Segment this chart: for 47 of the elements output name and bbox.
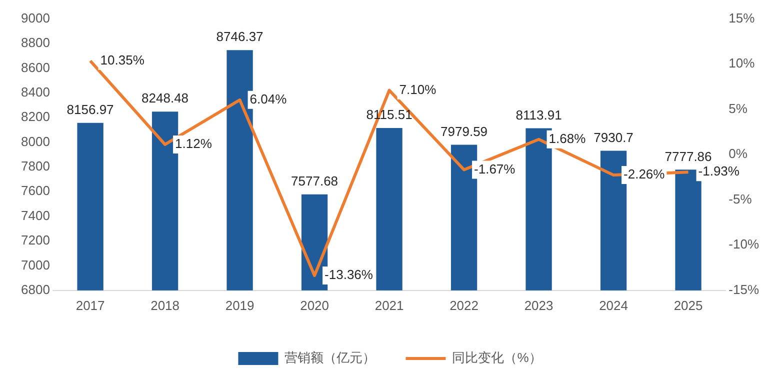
y-tick-label: 6800 <box>21 282 50 297</box>
data-label: 7979.59 <box>440 124 488 139</box>
data-label: 10.35% <box>100 52 145 68</box>
data-label: 8113.91 <box>516 107 562 122</box>
y-tick-label: 7400 <box>21 208 50 223</box>
x-tick-label: 2022 <box>450 298 478 313</box>
y-tick-label: 8800 <box>21 35 50 50</box>
y-tick-label: 7600 <box>21 183 50 198</box>
x-tick-label: 2025 <box>674 298 703 313</box>
data-label: -2.26% <box>624 166 666 182</box>
y-tick-label: 7800 <box>21 158 50 174</box>
x-tick-label: 2024 <box>599 298 628 313</box>
data-label: 7930.7 <box>594 130 634 145</box>
legend-label: 同比变化（%） <box>452 350 542 366</box>
y2-tick-label: 15% <box>728 10 756 26</box>
data-label: 8746.37 <box>216 29 264 44</box>
x-tick-label: 2023 <box>524 298 554 313</box>
data-label: 6.04% <box>250 91 288 106</box>
y2-tick-label: 10% <box>728 56 756 71</box>
y2-tick-label: -10% <box>728 236 760 252</box>
data-label: 1.68% <box>548 130 586 146</box>
x-tick-label: 2019 <box>225 298 254 313</box>
y-tick-label: 8400 <box>21 84 50 100</box>
legend-label: 营销额（亿元） <box>284 350 376 366</box>
y-tick-label: 7000 <box>21 257 50 272</box>
y-tick-label: 9000 <box>21 10 50 26</box>
data-label: -1.93% <box>698 164 740 179</box>
data-label: 8156.97 <box>66 102 114 117</box>
y-tick-label: 7200 <box>21 232 50 248</box>
data-label: -13.36% <box>324 267 374 282</box>
data-label: 7577.68 <box>291 173 338 188</box>
data-label: 8248.48 <box>142 90 189 106</box>
y2-tick-label: -5% <box>728 191 752 206</box>
data-label: 1.12% <box>175 136 212 152</box>
y2-tick-label: -15% <box>728 282 760 297</box>
data-label: -1.67% <box>474 161 516 176</box>
y2-tick-label: 5% <box>728 100 748 116</box>
data-label: 7777.86 <box>664 148 712 164</box>
data-label: 7.10% <box>399 82 437 97</box>
y-tick-label: 8200 <box>21 109 50 124</box>
x-tick-label: 2018 <box>150 298 180 313</box>
x-tick-label: 2021 <box>374 298 404 313</box>
y2-tick-label: 0% <box>728 146 748 162</box>
x-tick-label: 2020 <box>300 298 329 313</box>
x-tick-label: 2017 <box>76 298 105 313</box>
y-tick-label: 8600 <box>21 60 50 75</box>
y-tick-label: 8000 <box>21 134 50 149</box>
